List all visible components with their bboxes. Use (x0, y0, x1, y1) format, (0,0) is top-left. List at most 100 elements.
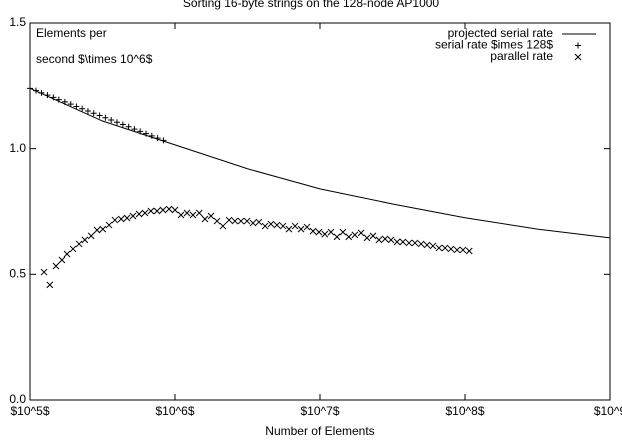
data-point (411, 239, 419, 247)
chart-title: Sorting 16-byte strings on the 128-node … (183, 0, 440, 10)
data-point (75, 240, 83, 248)
data-point (58, 256, 66, 264)
legend-swatch (575, 42, 581, 49)
data-point (50, 94, 57, 101)
data-point (147, 207, 155, 215)
data-point (44, 92, 51, 99)
data-point (69, 245, 77, 253)
y-tick-label: 1.5 (9, 15, 26, 29)
legend-label: parallel rate (490, 49, 553, 63)
y-axis-label: second $\times 10^6$ (36, 52, 153, 66)
data-point (405, 239, 413, 247)
data-point (249, 219, 257, 227)
data-point (231, 217, 239, 225)
data-point (225, 216, 233, 224)
data-point (339, 228, 347, 236)
legend-label: serial rate $imes 128$ (435, 38, 553, 52)
data-point (143, 130, 150, 137)
data-point (33, 87, 40, 94)
data-point (357, 229, 365, 237)
data-point (285, 225, 293, 233)
data-point (171, 206, 179, 214)
data-point (261, 222, 269, 230)
data-point (423, 241, 431, 249)
data-point (189, 211, 197, 219)
data-point (201, 215, 209, 223)
y-tick-label: 0.0 (9, 392, 26, 406)
data-point (279, 222, 287, 230)
data-point (213, 217, 221, 225)
data-point (40, 268, 48, 276)
data-point (67, 101, 74, 108)
data-point (351, 231, 359, 239)
data-point (61, 98, 68, 105)
data-point (154, 135, 161, 142)
data-point (417, 240, 425, 248)
data-point (153, 207, 161, 215)
data-point (123, 214, 131, 222)
data-point (291, 222, 299, 230)
data-point (96, 112, 103, 119)
data-point (207, 212, 215, 220)
data-point (375, 236, 383, 244)
data-point (137, 128, 144, 135)
data-point (93, 226, 101, 234)
x-tick-label: $10^7$ (301, 404, 340, 418)
data-point (160, 137, 167, 144)
data-point (447, 245, 455, 253)
x-tick-label: $10^5$ (11, 404, 50, 418)
data-point (135, 210, 143, 218)
data-point (195, 209, 203, 217)
data-point (159, 206, 167, 214)
data-point (148, 132, 155, 139)
data-point (55, 96, 62, 103)
data-point (327, 228, 335, 236)
data-point (46, 281, 54, 289)
data-point (399, 238, 407, 246)
data-point (73, 103, 80, 110)
data-point (255, 218, 263, 226)
data-point (177, 211, 185, 219)
data-point (38, 89, 45, 96)
x-tick-label: $10^9 (594, 404, 622, 418)
data-point (243, 217, 251, 225)
data-point (87, 232, 95, 240)
data-point (90, 110, 97, 117)
data-point (119, 121, 126, 128)
data-point (79, 105, 86, 112)
series-line (29, 87, 611, 239)
x-tick-label: $10^8$ (446, 404, 485, 418)
legend-swatch (574, 53, 582, 61)
data-point (381, 235, 389, 243)
data-point (297, 225, 305, 233)
data-point (52, 262, 60, 270)
data-point (131, 126, 138, 133)
data-point (315, 228, 323, 236)
legend-label: projected serial rate (448, 26, 554, 40)
data-point (99, 225, 107, 233)
data-point (141, 209, 149, 217)
data-point (465, 247, 473, 255)
data-point (345, 233, 353, 241)
data-point (108, 117, 115, 124)
data-point (441, 244, 449, 252)
data-point (111, 216, 119, 224)
data-point (309, 227, 317, 235)
y-tick-label: 1.0 (9, 141, 26, 155)
data-point (183, 209, 191, 217)
data-point (393, 238, 401, 246)
data-point (81, 236, 89, 244)
plot-frame (29, 22, 611, 401)
data-point (105, 221, 113, 229)
data-point (63, 250, 71, 258)
data-point (429, 242, 437, 250)
data-point (129, 212, 137, 220)
data-point (219, 222, 227, 230)
y-tick-label: 0.5 (9, 267, 26, 281)
data-point (363, 234, 371, 242)
data-point (273, 221, 281, 229)
data-point (303, 223, 311, 231)
data-point (369, 232, 377, 240)
x-axis-label: Number of Elements (265, 424, 374, 438)
x-tick-label: $10^6$ (156, 404, 195, 418)
